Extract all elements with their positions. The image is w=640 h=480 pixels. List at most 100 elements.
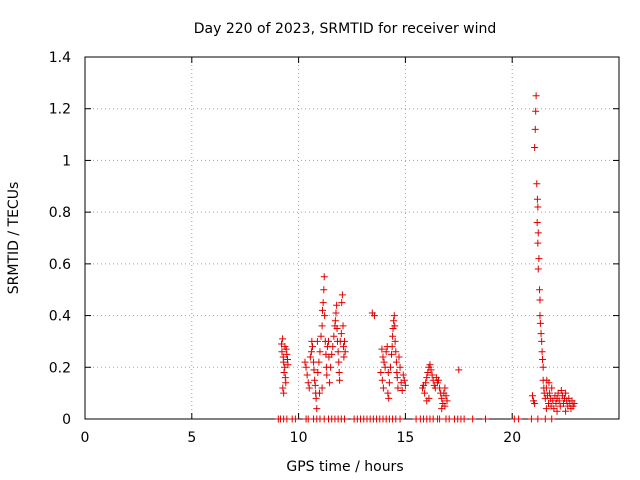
data-point [312,394,320,402]
data-point [333,301,341,309]
y-tick-label: 1.4 [49,50,71,66]
data-point [527,415,535,423]
data-point [327,363,335,371]
data-point [306,353,314,361]
data-point [533,180,541,188]
data-point [333,325,341,332]
data-point [340,353,348,361]
data-point [421,389,429,397]
data-point [313,337,321,345]
data-point [534,203,542,211]
data-point [545,379,553,387]
data-point [281,343,289,351]
data-point [280,358,288,366]
data-point [555,397,563,405]
data-point [435,376,443,384]
data-point [536,312,544,320]
data-point [393,374,401,382]
data-point [528,392,536,400]
data-point [534,229,542,237]
data-point [389,332,397,340]
data-point [302,363,310,371]
data-point [532,92,540,100]
data-point [318,322,326,330]
data-point [379,353,387,361]
data-point [334,348,342,356]
data-point [390,312,398,320]
data-point [341,348,349,356]
data-point [279,384,287,392]
data-point [384,368,392,376]
data-point [338,291,346,299]
data-point [380,358,388,366]
data-point [538,348,546,356]
y-tick-label: 0 [62,412,71,428]
data-point [534,239,542,247]
data-point [548,384,556,392]
data-point [538,337,546,345]
data-point [441,384,449,392]
data-point [316,389,324,397]
data-point [460,415,468,423]
data-point [377,368,385,376]
data-point [308,343,316,351]
data-point [515,415,523,423]
data-point [469,415,477,423]
data-point [536,296,544,304]
data-point [336,376,344,384]
y-tick-label: 0.2 [49,360,71,376]
data-point [310,366,318,374]
data-point [378,376,386,384]
data-point [305,384,313,392]
data-point [562,389,570,397]
data-point [482,415,489,423]
data-point [379,384,387,392]
data-point [399,371,407,379]
data-point [278,348,286,356]
data-point [536,319,544,327]
data-point [335,368,343,376]
data-point [557,387,565,395]
data-point [536,286,544,294]
data-point [534,265,542,273]
data-point [382,348,390,356]
data-point [390,317,398,325]
data-point [546,389,554,397]
data-point [534,415,542,423]
data-point [304,379,312,387]
data-point [388,350,396,358]
data-point [341,337,349,345]
data-point [441,402,449,410]
data-point [321,312,329,320]
data-point [313,405,321,413]
data-point [539,356,547,364]
data-point [392,358,400,366]
data-point [320,286,328,294]
grid [85,57,619,419]
y-axis-label: SRMTID / TECUs [6,182,22,295]
data-point [370,312,378,320]
data-point [301,358,309,366]
data-point [307,348,315,356]
data-point [562,407,570,415]
data-point [320,273,328,281]
data-point [303,371,311,379]
data-point [427,366,435,374]
chart-title: Day 220 of 2023, SRMTID for receiver win… [194,21,497,37]
data-point [378,345,386,353]
data-point [341,415,349,423]
data-point [535,255,543,263]
data-point [533,218,541,226]
y-tick-label: 0.8 [49,205,71,221]
data-point [330,332,338,340]
data-point [335,358,343,366]
data-point [537,330,545,338]
data-point [317,332,325,340]
data-point [384,389,392,397]
x-axis-label: GPS time / hours [286,459,403,475]
data-point [391,322,399,330]
data-point [323,371,331,379]
data-point [548,415,556,423]
data-point [328,350,336,358]
